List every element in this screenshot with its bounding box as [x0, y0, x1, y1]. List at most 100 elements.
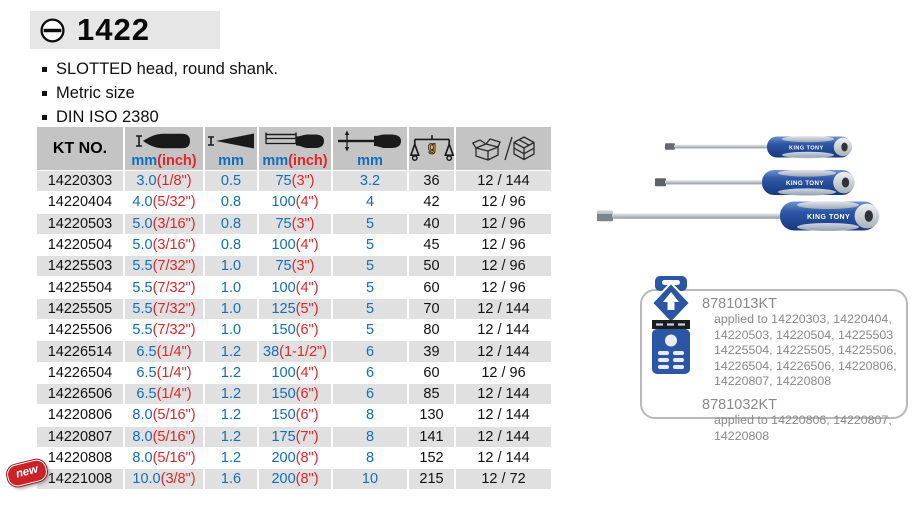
cell-tip-thickness: 1.0 [205, 256, 257, 277]
col-header-kt-no: KT NO. [37, 127, 123, 170]
cell-blade-length: 175(7") [259, 426, 331, 447]
cell-tip-thickness: 1.2 [205, 447, 257, 469]
product-model: 1422 [77, 12, 150, 47]
cell-blade-length: 100(4") [259, 192, 331, 213]
col-header-packing [456, 127, 551, 170]
cell-blade-length: 100(4") [259, 362, 331, 383]
cell-packing: 12 / 144 [456, 341, 551, 362]
cell-tip-width: 8.0(5/16") [125, 447, 203, 469]
cell-packing: 12 / 144 [456, 426, 551, 447]
cell-packing: 12 / 144 [456, 447, 551, 469]
spec-row: 14225506 5.5(7/32") 1.0 150(6") 5 80 12 / 144 [37, 320, 551, 341]
accessory-item: 8781032KT applied to 14220806, 14220807,… [702, 397, 900, 444]
spec-row: 14220303 3.0(1/8") 0.5 75(3") 3.2 36 12 / 144 [37, 171, 551, 192]
cell-blade-length: 150(6") [259, 320, 331, 341]
spec-row: 14225505 5.5(7/32") 1.0 125(5") 5 70 12 / 144 [37, 298, 551, 320]
cell-kt-no: 14225506 [37, 320, 123, 341]
cell-packing: 12 / 144 [456, 383, 551, 405]
cell-tip-width: 5.0(3/16") [125, 213, 203, 234]
accessory-applied-to: applied to 14220806, 14220807, 14220808 [714, 412, 892, 443]
spec-row: 14225504 5.5(7/32") 1.0 100(4") 5 60 12 / 96 [37, 277, 551, 298]
spec-row: 14220503 5.0(3/16") 0.8 75(3") 5 40 12 / 96 [37, 213, 551, 234]
feature-list: SLOTTED head, round shank. Metric size D… [42, 57, 278, 129]
cell-blade-length: 100(4") [259, 277, 331, 298]
brand-label: KING TONY [807, 214, 850, 221]
cell-blade-length: 125(5") [259, 298, 331, 320]
cell-packing: 12 / 72 [456, 469, 551, 490]
cell-tip-thickness: 0.5 [205, 171, 257, 192]
brand-label: KING TONY [789, 145, 824, 151]
cell-weight: 39 [409, 341, 454, 362]
cell-shank-diameter: 4 [333, 192, 407, 213]
cell-kt-no: 14220808 [37, 447, 123, 469]
cell-tip-thickness: 0.8 [205, 192, 257, 213]
cell-blade-length: 75(3") [259, 213, 331, 234]
weight-unit-label: g [427, 139, 435, 154]
cell-kt-no: 14225505 [37, 298, 123, 320]
cell-blade-length: 75(3") [259, 256, 331, 277]
cell-shank-diameter: 5 [333, 256, 407, 277]
cell-kt-no: 14226514 [37, 341, 123, 362]
blade-thickness-icon [205, 129, 257, 153]
cell-weight: 50 [409, 256, 454, 277]
spec-row: 14220504 5.0(3/16") 0.8 100(4") 5 45 12 / 96 [37, 234, 551, 256]
cell-weight: 215 [409, 469, 454, 490]
cell-weight: 70 [409, 298, 454, 320]
cell-packing: 12 / 144 [456, 171, 551, 192]
cell-shank-diameter: 8 [333, 426, 407, 447]
cell-weight: 45 [409, 234, 454, 256]
cell-kt-no: 14226504 [37, 362, 123, 383]
cell-tip-width: 5.5(7/32") [125, 320, 203, 341]
packing-boxes-icon [471, 134, 536, 164]
cell-tip-width: 8.0(5/16") [125, 426, 203, 447]
screwdriver-large: KING TONY [597, 201, 880, 231]
cell-packing: 12 / 96 [456, 213, 551, 234]
cell-weight: 60 [409, 277, 454, 298]
cell-shank-diameter: 6 [333, 383, 407, 405]
product-title-band: 1422 [30, 11, 220, 49]
cell-blade-length: 200(8") [259, 447, 331, 469]
cell-packing: 12 / 144 [456, 320, 551, 341]
cell-tip-width: 3.0(1/8") [125, 171, 203, 192]
cell-shank-diameter: 5 [333, 234, 407, 256]
cell-packing: 12 / 96 [456, 362, 551, 383]
cell-shank-diameter: 8 [333, 447, 407, 469]
feature-item: DIN ISO 2380 [42, 105, 278, 129]
feature-item: SLOTTED head, round shank. [42, 57, 278, 81]
cell-shank-diameter: 10 [333, 469, 407, 490]
accessory-applied-to: applied to 14220303, 14220404, 14220503,… [714, 312, 897, 389]
spec-row: 14220807 8.0(5/16") 1.2 175(7") 8 141 12 / 144 [37, 426, 551, 447]
cell-tip-thickness: 1.6 [205, 469, 257, 490]
spec-row: 14220404 4.0(5/32") 0.8 100(4") 4 42 12 / 96 [37, 192, 551, 213]
cell-kt-no: 14220303 [37, 171, 123, 192]
shank-diameter-icon [335, 129, 405, 153]
cell-tip-thickness: 1.0 [205, 277, 257, 298]
cell-blade-length: 150(6") [259, 405, 331, 426]
cell-shank-diameter: 5 [333, 277, 407, 298]
cell-blade-length: 75(3") [259, 171, 331, 192]
spec-row: 14225503 5.5(7/32") 1.0 75(3") 5 50 12 / 96 [37, 256, 551, 277]
cell-kt-no: 14220504 [37, 234, 123, 256]
cell-tip-thickness: 0.8 [205, 213, 257, 234]
cell-shank-diameter: 6 [333, 341, 407, 362]
cell-shank-diameter: 5 [333, 213, 407, 234]
col-header-blade-length: mm(inch) [259, 127, 331, 170]
cell-tip-width: 5.5(7/32") [125, 256, 203, 277]
cell-tip-width: 10.0(3/8") [125, 469, 203, 490]
accessory-part-number: 8781032KT [702, 396, 777, 413]
accessory-part-number: 8781013KT [702, 296, 777, 312]
cell-packing: 12 / 96 [456, 234, 551, 256]
cell-blade-length: 150(6") [259, 383, 331, 405]
cell-tip-thickness: 1.2 [205, 341, 257, 362]
cell-kt-no: 14225503 [37, 256, 123, 277]
blade-width-icon [133, 129, 195, 153]
cell-weight: 130 [409, 405, 454, 426]
spec-table-body: 14220303 3.0(1/8") 0.5 75(3") 3.2 36 12 / 144 1… [37, 171, 551, 490]
spec-row: 14220806 8.0(5/16") 1.2 150(6") 8 130 12 / 144 [37, 405, 551, 426]
cell-weight: 40 [409, 213, 454, 234]
cell-weight: 36 [409, 171, 454, 192]
cell-blade-length: 38(1-1/2") [259, 341, 331, 362]
hang-card-image [645, 276, 697, 378]
cell-tip-width: 6.5(1/4") [125, 341, 203, 362]
cell-tip-width: 5.0(3/16") [125, 234, 203, 256]
